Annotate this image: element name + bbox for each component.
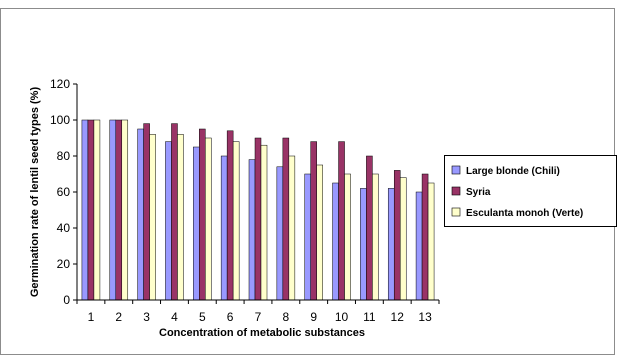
- legend-label-syria: Syria: [466, 187, 491, 198]
- bar-3-4: [177, 134, 184, 301]
- bar-1-8: [276, 166, 284, 301]
- bar-2-7: [254, 137, 262, 301]
- bar-2-10: [338, 141, 345, 301]
- bar-3-2: [121, 119, 129, 301]
- bar-1-9: [304, 173, 311, 301]
- x-tick-label-4: 4: [171, 310, 178, 324]
- y-tick-label-40: 40: [57, 221, 71, 235]
- legend-swatch-syria: [451, 186, 461, 196]
- x-tick-label-8: 8: [283, 310, 290, 324]
- bar-1-1: [81, 119, 89, 301]
- bar-1-6: [220, 155, 228, 301]
- bar-3-9: [316, 164, 323, 301]
- bar-2-9: [310, 141, 317, 301]
- x-tick-label-6: 6: [227, 310, 234, 324]
- legend-swatch-esculanta: [451, 207, 461, 217]
- y-tick-label-20: 20: [57, 257, 71, 271]
- legend: Large blonde (Chili) Syria Esculanta mon…: [444, 155, 617, 227]
- bar-2-12: [393, 170, 401, 301]
- bar-1-10: [332, 182, 339, 301]
- x-tick-label-3: 3: [143, 310, 150, 324]
- y-tick-label-80: 80: [57, 149, 71, 163]
- bar-2-3: [143, 123, 150, 301]
- bar-2-2: [115, 119, 123, 301]
- x-tick-label-7: 7: [255, 310, 262, 324]
- x-tick-label-10: 10: [335, 310, 349, 324]
- x-tick-label-2: 2: [115, 310, 122, 324]
- legend-label-large-blonde: Large blonde (Chili): [466, 166, 560, 177]
- bar-2-6: [226, 130, 234, 301]
- bar-1-11: [360, 188, 367, 301]
- y-tick-label-0: 0: [63, 293, 70, 307]
- bar-3-10: [344, 173, 351, 301]
- bar-3-5: [205, 137, 212, 301]
- bar-2-8: [282, 137, 290, 301]
- legend-swatch-large-blonde: [451, 165, 461, 175]
- bar-1-4: [165, 141, 172, 301]
- legend-label-esculanta: Esculanta monoh (Verte): [466, 208, 583, 219]
- bar-3-8: [288, 155, 296, 301]
- bar-1-13: [415, 191, 423, 301]
- x-tick-label-11: 11: [363, 310, 376, 324]
- bar-3-12: [399, 177, 407, 301]
- bar-2-4: [171, 123, 178, 301]
- bar-1-12: [387, 188, 395, 301]
- y-tick-label-120: 120: [50, 77, 70, 91]
- y-axis-title: Germination rate of lentil seed types (%…: [29, 87, 41, 298]
- x-tick-label-12: 12: [391, 310, 405, 324]
- bar-3-6: [232, 141, 240, 301]
- bar-3-13: [427, 182, 435, 301]
- bar-2-5: [199, 128, 206, 301]
- x-tick-label-5: 5: [199, 310, 206, 324]
- bar-3-3: [149, 134, 156, 301]
- bar-1-2: [109, 119, 117, 301]
- x-axis-title: Concentration of metabolic substances: [159, 327, 365, 339]
- legend-box: [444, 155, 617, 227]
- bar-3-7: [260, 144, 268, 301]
- bar-3-11: [372, 173, 379, 301]
- bar-1-3: [137, 128, 144, 301]
- y-tick-label-60: 60: [57, 185, 71, 199]
- bar-1-5: [193, 146, 200, 301]
- bar-2-11: [366, 155, 373, 301]
- bar-2-13: [421, 173, 429, 301]
- x-tick-label-9: 9: [310, 310, 317, 324]
- y-tick-label-100: 100: [50, 113, 70, 127]
- bar-2-1: [87, 119, 95, 301]
- bar-1-7: [248, 159, 256, 301]
- bar-3-1: [93, 119, 101, 301]
- x-tick-label-1: 1: [88, 310, 95, 324]
- x-tick-label-13: 13: [418, 310, 432, 324]
